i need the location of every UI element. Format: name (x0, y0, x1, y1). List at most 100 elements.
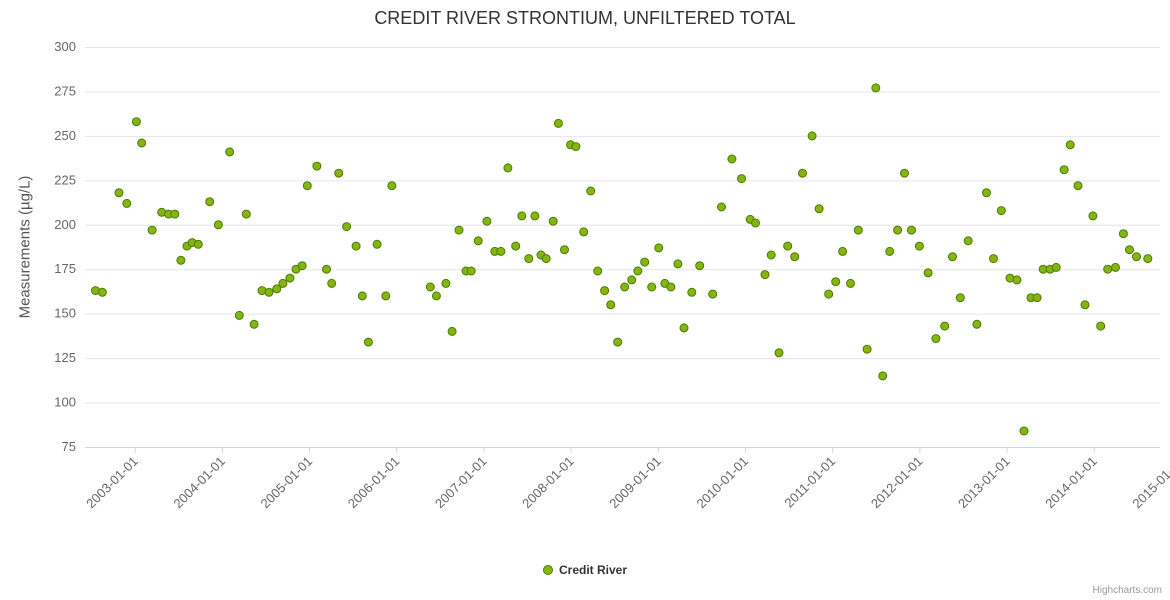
data-point[interactable] (312, 161, 322, 171)
data-point[interactable] (541, 254, 551, 264)
data-point[interactable] (334, 168, 344, 178)
data-point[interactable] (327, 278, 337, 288)
data-point[interactable] (285, 273, 295, 283)
data-point[interactable] (914, 241, 924, 251)
data-point[interactable] (381, 291, 391, 301)
data-point[interactable] (387, 181, 397, 191)
data-point[interactable] (846, 278, 855, 288)
data-point[interactable] (466, 266, 476, 276)
data-point[interactable] (760, 270, 770, 280)
data-point[interactable] (807, 131, 817, 141)
data-point[interactable] (878, 371, 888, 381)
data-point[interactable] (1118, 229, 1128, 239)
data-point[interactable] (940, 321, 950, 331)
data-point[interactable] (1096, 321, 1106, 331)
data-point[interactable] (1012, 275, 1022, 285)
data-point[interactable] (900, 168, 909, 178)
data-point[interactable] (972, 319, 982, 329)
data-point[interactable] (176, 255, 186, 265)
data-point[interactable] (647, 282, 657, 292)
data-point[interactable] (666, 282, 676, 292)
data-point[interactable] (931, 334, 941, 344)
data-point[interactable] (560, 245, 569, 255)
data-point[interactable] (511, 241, 521, 251)
data-point[interactable] (482, 216, 492, 226)
data-point[interactable] (751, 218, 760, 228)
data-point[interactable] (989, 254, 998, 264)
data-point[interactable] (524, 254, 534, 264)
data-point[interactable] (213, 220, 223, 230)
data-point[interactable] (114, 188, 124, 198)
data-point[interactable] (1051, 262, 1061, 272)
data-point[interactable] (907, 225, 916, 235)
data-point[interactable] (205, 197, 215, 207)
data-point[interactable] (871, 83, 881, 93)
data-point[interactable] (1059, 165, 1069, 175)
data-point[interactable] (571, 142, 581, 152)
data-point[interactable] (137, 138, 147, 148)
data-point[interactable] (530, 211, 540, 221)
data-point[interactable] (441, 278, 451, 288)
data-point[interactable] (503, 163, 513, 173)
data-point[interactable] (708, 289, 718, 299)
data-point[interactable] (679, 323, 689, 333)
data-point[interactable] (473, 236, 483, 246)
data-point[interactable] (766, 250, 776, 260)
data-point[interactable] (1088, 211, 1098, 221)
data-point[interactable] (322, 264, 331, 274)
data-point[interactable] (363, 337, 373, 347)
data-point[interactable] (620, 282, 630, 292)
data-point[interactable] (147, 225, 157, 235)
data-point[interactable] (586, 186, 596, 196)
data-point[interactable] (654, 243, 664, 253)
data-point[interactable] (225, 147, 235, 157)
data-point[interactable] (600, 286, 610, 296)
data-point[interactable] (454, 225, 464, 235)
data-point[interactable] (249, 319, 259, 329)
data-point[interactable] (1143, 254, 1153, 264)
data-point[interactable] (1111, 262, 1120, 272)
data-point[interactable] (496, 246, 506, 256)
data-point[interactable] (1132, 252, 1141, 262)
data-point[interactable] (885, 246, 895, 256)
legend-item[interactable]: Credit River (542, 563, 627, 577)
data-point[interactable] (193, 239, 203, 249)
data-point[interactable] (272, 284, 282, 294)
data-point[interactable] (234, 310, 244, 320)
data-point[interactable] (640, 257, 650, 267)
data-point[interactable] (1065, 140, 1075, 150)
data-point[interactable] (241, 209, 251, 219)
data-point[interactable] (278, 278, 288, 288)
data-point[interactable] (627, 275, 637, 285)
data-point[interactable] (790, 252, 800, 262)
data-point[interactable] (170, 209, 180, 219)
data-point[interactable] (553, 118, 563, 128)
data-point[interactable] (687, 287, 697, 297)
data-point[interactable] (613, 337, 623, 347)
data-point[interactable] (1103, 264, 1113, 274)
data-point[interactable] (727, 154, 737, 164)
data-point[interactable] (447, 326, 457, 336)
data-point[interactable] (831, 277, 841, 287)
data-point[interactable] (783, 241, 793, 251)
data-point[interactable] (996, 206, 1006, 216)
data-point[interactable] (372, 239, 382, 249)
data-point[interactable] (122, 198, 132, 208)
data-point[interactable] (774, 348, 784, 358)
data-point[interactable] (893, 225, 903, 235)
data-point[interactable] (853, 225, 863, 235)
data-point[interactable] (302, 181, 312, 191)
data-point[interactable] (1032, 293, 1042, 303)
highcharts-credit[interactable]: Highcharts.com (1092, 585, 1162, 596)
data-point[interactable] (593, 266, 603, 276)
data-point[interactable] (1080, 300, 1090, 310)
data-point[interactable] (737, 174, 746, 184)
data-point[interactable] (982, 188, 991, 198)
data-point[interactable] (579, 227, 589, 237)
data-point[interactable] (963, 236, 973, 246)
data-point[interactable] (357, 291, 367, 301)
data-point[interactable] (131, 117, 141, 127)
data-point[interactable] (548, 216, 558, 226)
data-point[interactable] (342, 222, 352, 232)
data-point[interactable] (1019, 426, 1029, 436)
